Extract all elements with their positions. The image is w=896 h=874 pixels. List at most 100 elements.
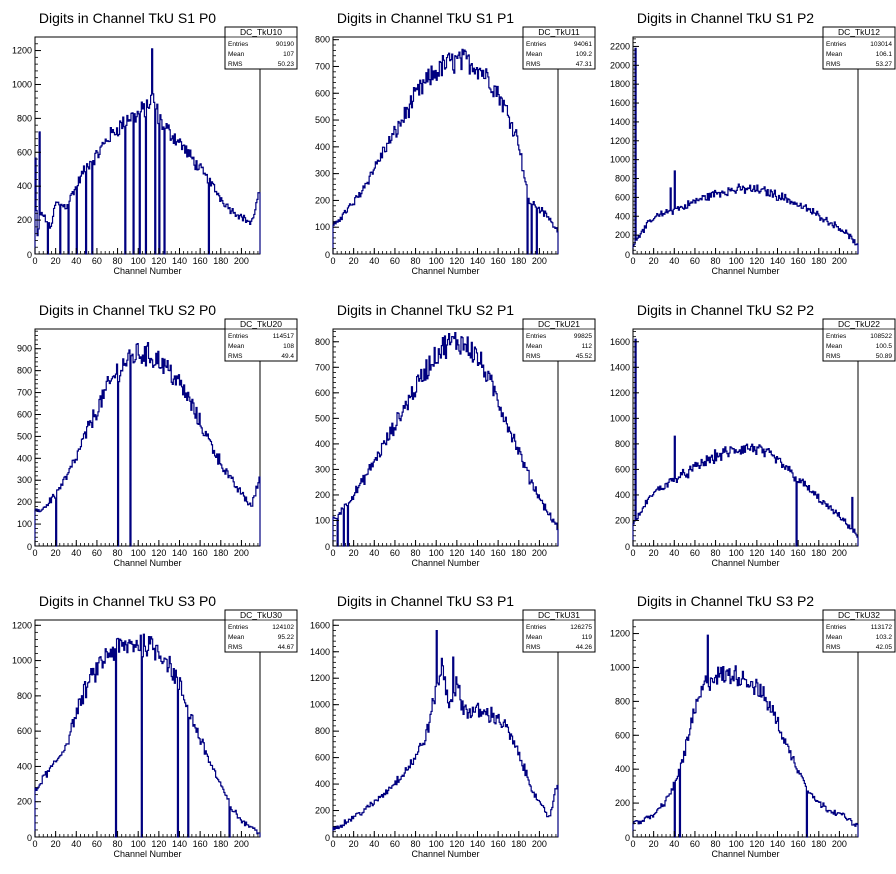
y-tick-label: 300 [315,169,330,179]
x-tick-label: 60 [390,256,400,266]
histogram-line [632,338,859,547]
x-tick-label: 200 [532,548,547,558]
stats-rms-value: 45.52 [576,353,593,360]
stats-mean-label: Mean [228,51,245,58]
x-tick-label: 20 [51,548,61,558]
x-tick-label: 40 [369,548,379,558]
stats-mean-label: Mean [526,51,543,58]
y-tick-label: 0 [27,833,32,843]
y-tick-label: 0 [625,542,630,552]
stats-name: DC_TkU31 [538,610,580,620]
x-tick-label: 100 [729,256,744,266]
histogram-panel: Digits in Channel TkU S3 P2 0 20 40 60 80 100 1… [610,593,896,859]
x-tick-label: 140 [470,548,485,558]
y-tick-label: 0 [325,833,330,843]
x-axis-label: Channel Number [711,266,779,276]
stats-entries-label: Entries [228,41,249,48]
y-tick-label: 600 [615,730,630,740]
x-tick-label: 100 [729,548,744,558]
x-tick-label: 180 [511,548,526,558]
x-tick-label: 160 [193,548,208,558]
y-tick-label: 1000 [610,155,630,165]
x-tick-label: 20 [51,256,61,266]
chart-title: Digits in Channel TkU S2 P0 [39,302,216,318]
y-tick-label: 1200 [610,629,630,639]
x-tick-label: 80 [113,548,123,558]
x-axis: 0 20 40 60 80 100 120 140 160 180 200 [330,248,557,266]
stats-mean-label: Mean [526,634,543,641]
stats-box: DC_TkU30 Entries 124102 Mean 95.22 RMS 44.67 [224,609,298,653]
y-tick-label: 1200 [610,136,630,146]
stats-mean-label: Mean [826,634,843,641]
plot-frame [34,328,261,547]
y-tick-label: 100 [315,515,330,525]
stats-box: DC_TkU11 Entries 94061 Mean 109.2 RMS 47.31 [522,26,596,70]
stats-rms-label: RMS [526,353,541,360]
y-axis: 0 100 200 300 400 500 600 700 800 [315,35,339,260]
x-axis: 0 20 40 60 80 100 120 140 160 180 200 [630,248,857,266]
y-tick-label: 600 [615,192,630,202]
stats-entries-label: Entries [526,41,547,48]
x-tick-label: 100 [429,839,444,849]
y-tick-label: 800 [315,35,330,45]
y-tick-label: 200 [315,490,330,500]
chart-title: Digits in Channel TkU S1 P1 [337,10,514,26]
y-tick-label: 400 [615,490,630,500]
x-tick-label: 20 [51,839,61,849]
chart-title: Digits in Channel TkU S2 P1 [337,302,514,318]
x-tick-label: 100 [131,256,146,266]
x-axis-label: Channel Number [411,558,479,568]
x-axis: 0 20 40 60 80 100 120 140 160 180 200 [32,831,259,849]
stats-entries-label: Entries [228,624,249,631]
x-tick-label: 80 [411,839,421,849]
x-tick-label: 80 [411,256,421,266]
x-tick-label: 160 [193,256,208,266]
x-axis: 0 20 40 60 80 100 120 140 160 180 200 [32,540,259,558]
histogram-panel: Digits in Channel TkU S2 P1 0 20 40 60 80 100 1… [315,302,596,568]
x-tick-label: 160 [491,256,506,266]
y-tick-label: 700 [17,388,32,398]
x-tick-label: 160 [791,256,806,266]
stats-rms-value: 49.4 [281,353,294,360]
x-tick-label: 0 [32,256,37,266]
stats-box-frame [522,26,596,70]
chart-title: Digits in Channel TkU S1 P2 [637,10,814,26]
y-tick-label: 400 [615,764,630,774]
x-tick-label: 40 [71,256,81,266]
stats-entries-label: Entries [228,333,249,340]
stats-mean-label: Mean [228,343,245,350]
stats-entries-label: Entries [826,333,847,340]
y-tick-label: 600 [17,147,32,157]
x-tick-label: 100 [429,256,444,266]
x-tick-label: 20 [349,256,359,266]
x-tick-label: 80 [711,839,721,849]
stats-entries-value: 103014 [870,41,892,48]
y-tick-label: 1000 [12,656,32,666]
x-tick-label: 140 [172,548,187,558]
x-tick-label: 200 [234,839,249,849]
stats-rms-value: 50.23 [278,61,295,68]
x-axis: 0 20 40 60 80 100 120 140 160 180 200 [330,540,557,558]
x-axis: 0 20 40 60 80 100 120 140 160 180 200 [630,831,857,849]
y-tick-label: 0 [325,542,330,552]
stats-entries-value: 108522 [870,333,892,340]
histogram-panel: Digits in Channel TkU S3 P1 0 20 40 60 80 100 1… [310,593,596,859]
histogram-panel: Digits in Channel TkU S2 P0 0 20 40 60 80 100 1… [17,302,298,568]
x-tick-label: 0 [330,839,335,849]
chart-title: Digits in Channel TkU S3 P1 [337,593,514,609]
y-tick-label: 600 [315,88,330,98]
x-tick-label: 60 [690,548,700,558]
stats-mean-value: 107 [283,51,294,58]
x-tick-label: 120 [449,256,464,266]
stats-entries-value: 94061 [574,41,592,48]
x-tick-label: 60 [690,256,700,266]
stats-box-frame [224,318,298,362]
histogram-line [34,48,261,255]
x-axis-label: Channel Number [113,558,181,568]
stats-entries-value: 90190 [276,41,294,48]
stats-name: DC_TkU10 [240,27,282,37]
stats-box-frame [822,609,896,653]
stats-rms-value: 47.31 [576,61,593,68]
y-tick-label: 1200 [610,388,630,398]
stats-rms-label: RMS [826,644,841,651]
